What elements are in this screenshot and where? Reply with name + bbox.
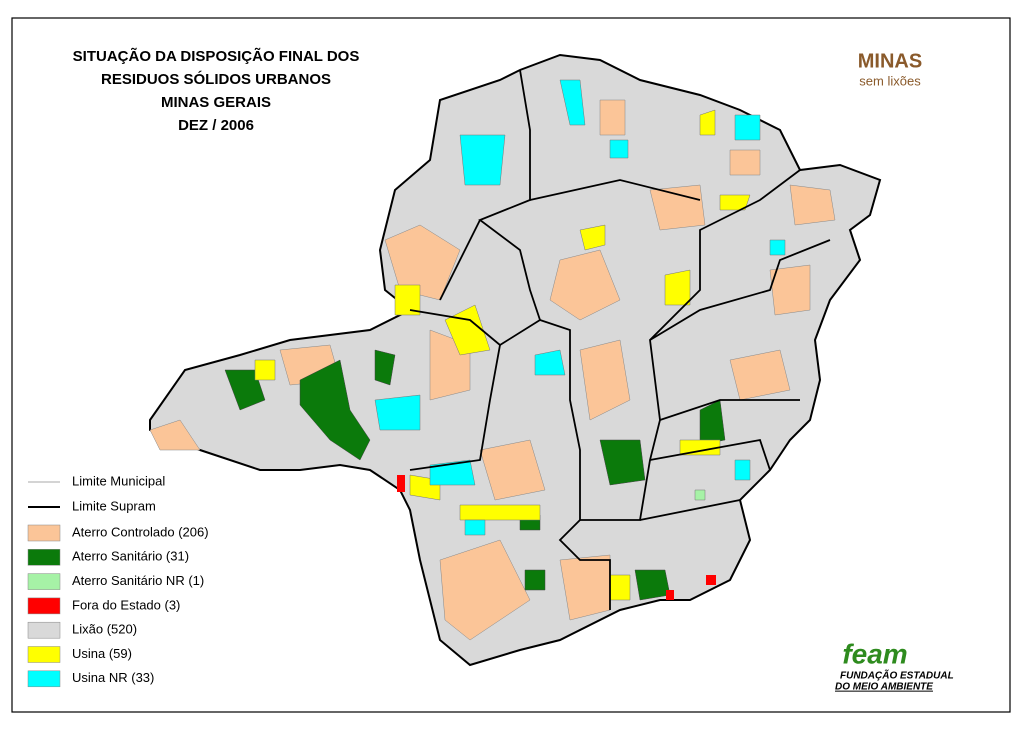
legend-label: Aterro Sanitário NR (1) (72, 573, 204, 588)
legend-label: Usina (59) (72, 646, 132, 661)
legend-swatch (27, 524, 61, 542)
legend-label: Lixão (520) (72, 622, 137, 637)
feam-logo: feam FUNDAÇÃO ESTADUAL DO MEIO AMBIENTE (835, 638, 954, 692)
legend-label: Aterro Controlado (206) (72, 524, 209, 539)
feam-line: DO MEIO AMBIENTE (835, 682, 933, 693)
legend-label: Limite Supram (72, 498, 156, 513)
legend: Limite Municipal Limite Supram Aterro Cont… (27, 473, 209, 688)
legend-swatch (27, 549, 61, 566)
state-map (149, 53, 882, 667)
patches-controlado (149, 99, 836, 641)
legend-label: Aterro Sanitário (31) (72, 549, 189, 564)
patch-sanitario-nr (694, 489, 706, 501)
legend-label: Usina NR (33) (72, 670, 154, 685)
patches-usina (254, 109, 751, 601)
supram-limits (409, 69, 831, 610)
legend-swatch (27, 646, 61, 663)
feam-line: FUNDAÇÃO ESTADUAL (840, 669, 954, 682)
title-block: SITUAÇÃO DA DISPOSIÇÃO FINAL DOS RESIDUO… (73, 47, 360, 134)
minas-logo: MINAS sem lixões (858, 50, 922, 88)
legend-swatch (27, 597, 61, 615)
legend-swatch (27, 670, 61, 688)
legend-label: Limite Municipal (72, 473, 165, 488)
legend-swatch (27, 573, 61, 590)
legend-swatch (27, 621, 61, 639)
logo-brand: MINAS (858, 50, 922, 72)
patches-fora (397, 475, 716, 600)
title-line: MINAS GERAIS (161, 94, 271, 111)
feam-brand: feam (842, 638, 907, 669)
title-line: RESIDUOS SÓLIDOS URBANOS (101, 70, 331, 88)
legend-label: Fora do Estado (3) (72, 597, 180, 612)
patches-usina-nr (374, 79, 786, 536)
title-line: SITUAÇÃO DA DISPOSIÇÃO FINAL DOS (73, 47, 360, 65)
title-line: DEZ / 2006 (178, 117, 254, 134)
logo-tagline: sem lixões (859, 73, 921, 88)
